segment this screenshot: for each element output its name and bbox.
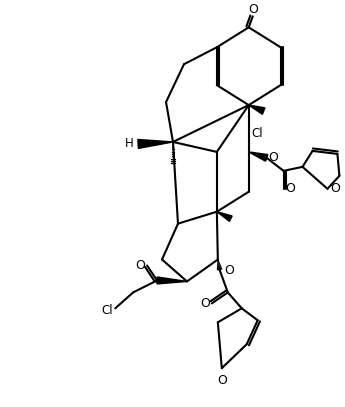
Text: O: O xyxy=(286,182,295,195)
Text: O: O xyxy=(135,259,145,272)
Polygon shape xyxy=(249,105,265,114)
Polygon shape xyxy=(157,277,187,284)
Polygon shape xyxy=(249,152,268,161)
Text: O: O xyxy=(269,151,278,164)
Polygon shape xyxy=(217,212,232,221)
Text: H: H xyxy=(125,138,133,151)
Text: O: O xyxy=(248,3,258,16)
Text: O: O xyxy=(200,297,210,310)
Polygon shape xyxy=(138,140,173,149)
Text: O: O xyxy=(217,374,227,387)
Text: O: O xyxy=(224,264,234,277)
Text: O: O xyxy=(331,182,340,195)
Text: Cl: Cl xyxy=(252,127,263,140)
Text: Cl: Cl xyxy=(101,304,113,317)
